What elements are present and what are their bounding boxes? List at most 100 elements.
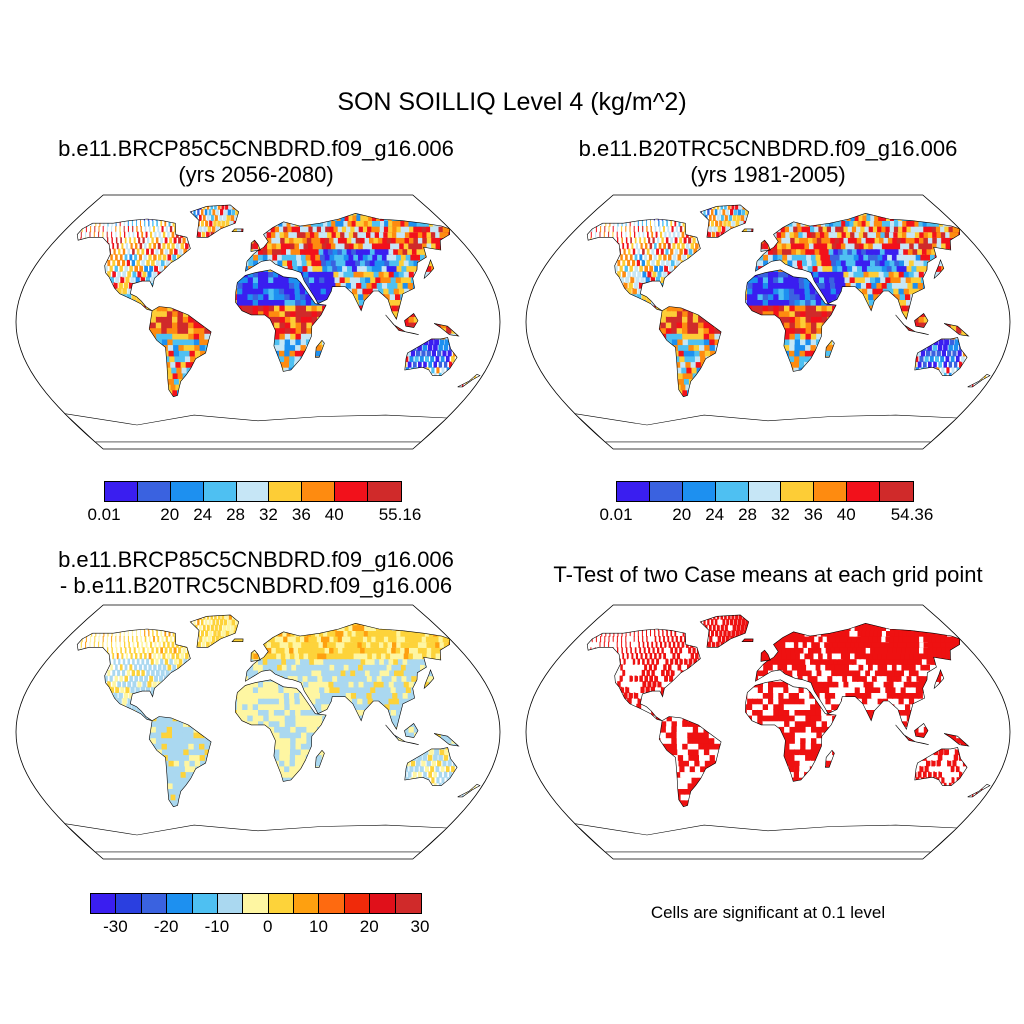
coastline-iceland <box>231 228 244 232</box>
panel-3-title-line2: - b.e11.B20TRC5CNBDRD.f09_g16.006 <box>59 573 453 598</box>
colorbar-swatch <box>268 894 294 913</box>
colorbar-tick-label: 54.36 <box>890 505 934 524</box>
colorbar-swatch <box>344 894 371 913</box>
colorbar-3-labels: -30 -20 -10 0 10 20 30 <box>90 917 429 939</box>
colorbar-swatch <box>370 894 396 913</box>
panel-4-map <box>525 604 1011 860</box>
coastline-borneo <box>404 313 419 328</box>
colorbar-tick-label: 24 <box>705 505 725 524</box>
colorbar-swatch <box>335 482 368 501</box>
colorbar-3 <box>90 893 422 914</box>
colorbar-tick-label: 36 <box>291 505 311 524</box>
colorbar-tick-label: 24 <box>193 505 213 524</box>
colorbar-tick-label: -10 <box>204 917 230 936</box>
coastline-namerica <box>76 218 191 311</box>
colorbar-swatch <box>302 482 336 501</box>
coastline-namerica <box>76 628 191 721</box>
colorbar-swatch <box>203 482 237 501</box>
main-title: SON SOILLIQ Level 4 (kg/m^2) <box>337 88 687 116</box>
colorbar-tick-label: 20 <box>359 917 379 936</box>
colorbar-tick-label: 28 <box>226 505 246 524</box>
panel-4-title-line1: T-Test of two Case means at each grid po… <box>553 562 983 587</box>
colorbar-tick-label: -30 <box>103 917 128 936</box>
panel-1-title: b.e11.BRCP85C5CNBDRD.f09_g16.006 (yrs 20… <box>0 136 512 188</box>
colorbar-swatch <box>617 482 650 501</box>
panel-4-title: T-Test of two Case means at each grid po… <box>512 562 1024 588</box>
coastline-newguinea <box>433 733 460 747</box>
coastline-eurasia <box>245 212 450 320</box>
coastline-japan <box>933 669 945 690</box>
coastline-uk <box>760 239 771 252</box>
colorbar-1-labels: 0.01 20 24 28 32 36 40 55.16 <box>87 505 421 527</box>
coastline-iceland <box>741 228 754 232</box>
colorbar-tick-label: 55.16 <box>378 505 422 524</box>
colorbar-swatch <box>781 482 815 501</box>
colorbar-swatch <box>137 482 171 501</box>
coastline-africa <box>745 269 837 372</box>
coastline-antarctica <box>573 823 958 853</box>
colorbar-tick-label: 32 <box>770 505 790 524</box>
colorbar-swatch <box>192 894 218 913</box>
colorbar-swatch <box>141 894 168 913</box>
colorbar-2-labels: 0.01 20 24 28 32 36 40 54.36 <box>599 505 933 527</box>
colorbar-swatch <box>243 894 269 913</box>
colorbar-swatch <box>236 482 270 501</box>
colorbar-swatch <box>167 894 193 913</box>
coastline-eurasia <box>755 212 960 320</box>
colorbar-swatch <box>319 894 345 913</box>
coastline-greenland <box>189 614 240 648</box>
coastline-uk <box>250 649 261 662</box>
panel-3-title-line1: b.e11.BRCP85C5CNBDRD.f09_g16.006 <box>58 547 454 572</box>
coastline-madagascar <box>824 749 835 768</box>
coastline-samerica <box>658 306 722 398</box>
coastline-indonesia <box>385 314 419 335</box>
coastline-australia <box>404 337 458 376</box>
panel-3-title: b.e11.BRCP85C5CNBDRD.f09_g16.006 - b.e11… <box>0 547 512 599</box>
coastline-japan <box>423 259 435 280</box>
coastline-uk <box>250 239 261 252</box>
coastline-australia <box>914 747 968 786</box>
panel-2-title-line2: (yrs 1981-2005) <box>690 162 846 187</box>
colorbar-tick-label: 36 <box>803 505 823 524</box>
colorbar-tick-label: 20 <box>672 505 692 524</box>
colorbar-tick-label: 20 <box>160 505 180 524</box>
colorbar-swatch <box>294 894 320 913</box>
coastline-namerica <box>586 628 701 721</box>
coastline-antarctica <box>63 823 448 853</box>
colorbar-swatch <box>170 482 204 501</box>
colorbar-tick-label: 0.01 <box>87 505 121 524</box>
coastline-borneo <box>914 313 929 328</box>
coastline-greenland <box>699 204 750 238</box>
coastline-japan <box>933 259 945 280</box>
colorbar-swatch <box>91 894 117 913</box>
coastline-nz <box>457 783 481 798</box>
coastline-greenland <box>699 614 750 648</box>
colorbar-tick-label: 40 <box>836 505 856 524</box>
coastline-indonesia <box>895 724 929 745</box>
coastline-borneo <box>914 723 929 738</box>
panel-2-title-line1: b.e11.B20TRC5CNBDRD.f09_g16.006 <box>578 136 958 161</box>
coastline-madagascar <box>314 749 325 768</box>
panel-1-title-line1: b.e11.BRCP85C5CNBDRD.f09_g16.006 <box>58 136 454 161</box>
coastline-nz <box>967 373 991 388</box>
coastline-antarctica <box>573 413 958 443</box>
coastline-newguinea <box>943 733 970 747</box>
colorbar-tick-label: 40 <box>324 505 344 524</box>
coastline-australia <box>914 337 968 376</box>
colorbar-tick-label: 0 <box>262 917 273 936</box>
colorbar-swatch <box>847 482 880 501</box>
colorbar-swatch <box>814 482 848 501</box>
coastline-greenland <box>189 204 240 238</box>
colorbar-swatch <box>116 894 142 913</box>
colorbar-swatch <box>715 482 749 501</box>
coastline-eurasia <box>245 622 450 730</box>
coastline-africa <box>745 679 837 782</box>
coastline-eurasia <box>755 622 960 730</box>
coastline-australia <box>404 747 458 786</box>
coastline-borneo <box>404 723 419 738</box>
coastline-iceland <box>231 638 244 642</box>
coastline-indonesia <box>385 724 419 745</box>
coastline-iceland <box>741 638 754 642</box>
colorbar-swatch <box>368 482 401 501</box>
coastline-uk <box>760 649 771 662</box>
